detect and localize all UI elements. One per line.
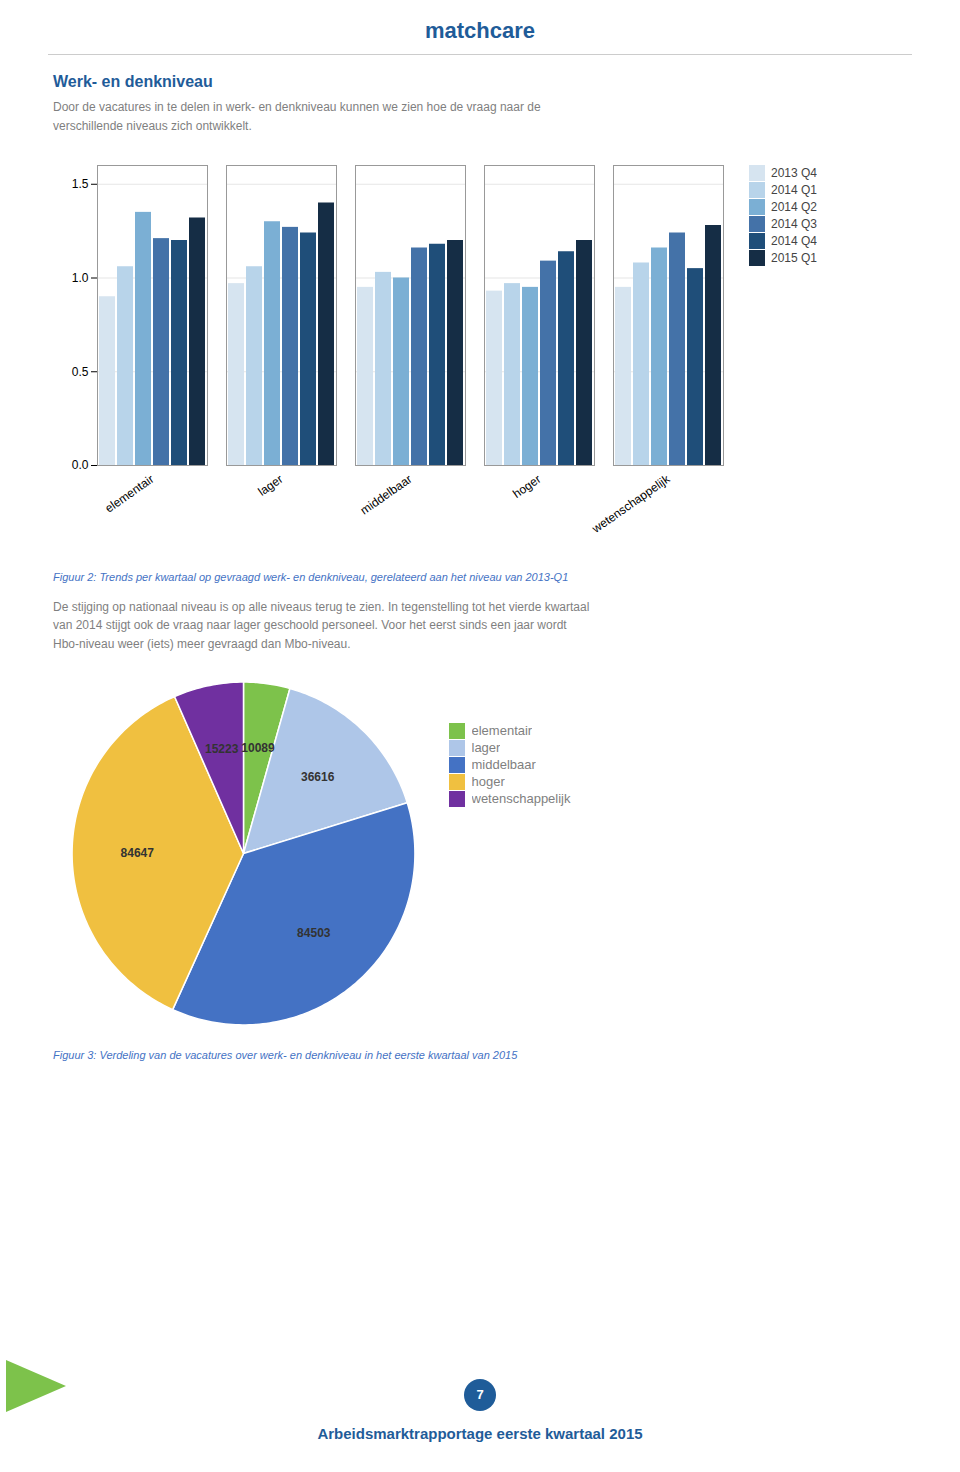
html-text:wetenschappelijk: wetenschappelijk (471, 791, 571, 807)
svg-text:10089: 10089 (241, 741, 275, 755)
html-text:2014 Q3: 2014 Q3 (771, 216, 817, 231)
html-text:Arbeidsmarktrapportage eerste: Arbeidsmarktrapportage eerste kwartaal 2… (317, 1425, 643, 1442)
html-text:Figuur 3: Verdeling van de vac: Figuur 3: Verdeling van de vacatures ove… (53, 1049, 518, 1061)
html-text:Door de vacatures in te delen: Door de vacatures in te delen in werk- e… (53, 100, 541, 114)
svg-text:36616: 36616 (301, 770, 335, 784)
svg-text:1.5: 1.5 (72, 177, 89, 191)
html-text:lager: lager (471, 740, 501, 756)
html-text:2014 Q1: 2014 Q1 (771, 182, 817, 197)
svg-text:middelbaar: middelbaar (358, 472, 415, 518)
html-text:elementair: elementair (471, 723, 533, 739)
html-text:7: 7 (476, 1387, 484, 1402)
html-text:hoger: hoger (471, 774, 505, 790)
svg-text:0.5: 0.5 (72, 364, 89, 378)
html-text:middelbaar: middelbaar (471, 757, 536, 773)
svg-text:hoger: hoger (510, 472, 543, 501)
svg-text:1.0: 1.0 (72, 270, 89, 284)
html-text:van 2014 stijgt ook de vraag n: van 2014 stijgt ook de vraag naar lager … (53, 618, 567, 633)
svg-text:wetenschappelijk: wetenschappelijk (589, 471, 674, 536)
html-text:Werk- en denkniveau: Werk- en denkniveau (53, 73, 213, 90)
html-text:2014 Q4: 2014 Q4 (771, 233, 817, 248)
html-text:2013 Q4: 2013 Q4 (771, 165, 817, 180)
svg-text:lager: lager (256, 472, 286, 499)
html-text:2015 Q1: 2015 Q1 (771, 250, 817, 265)
html-text:matchcare: matchcare (425, 18, 535, 43)
svg-text:elementair: elementair (102, 472, 156, 516)
svg-text:0.0: 0.0 (72, 458, 89, 472)
html-text:Figuur 2: Trends per kwartaal: Figuur 2: Trends per kwartaal op gevraag… (53, 570, 569, 583)
svg-text:15223: 15223 (205, 742, 239, 756)
html-text:2014 Q2: 2014 Q2 (771, 199, 817, 214)
svg-text:84647: 84647 (121, 846, 155, 860)
svg-text:84503: 84503 (297, 926, 331, 940)
html-text:Hbo-niveau weer (iets) meer ge: Hbo-niveau weer (iets) meer gevraagd dan… (53, 637, 351, 652)
html-text:verschillende niveaus zich ont: verschillende niveaus zich ontwikkelt. (53, 118, 252, 133)
html-text:De stijging op nationaal nivea: De stijging op nationaal niveau is op al… (53, 599, 590, 614)
